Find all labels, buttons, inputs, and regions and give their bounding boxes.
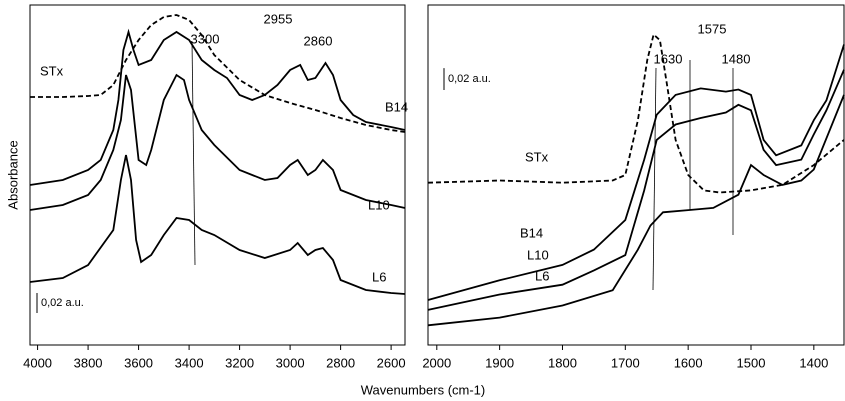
y-axis-label: Absorbance <box>5 140 20 209</box>
annotation: 2955 <box>264 11 293 26</box>
x-tick-label: 3600 <box>124 355 153 370</box>
scale-bar-label: 0,02 a.u. <box>448 73 491 85</box>
plot-frame <box>29 4 406 346</box>
curve-label: B14 <box>385 99 408 114</box>
annotation: 1575 <box>698 21 727 36</box>
curve-label: L6 <box>535 268 549 283</box>
spectrum-line <box>30 14 406 133</box>
spectrum-line <box>29 28 406 186</box>
x-tick-label: 1800 <box>548 355 577 370</box>
x-tick-label: 3800 <box>74 355 103 370</box>
x-tick-label: 1400 <box>799 355 828 370</box>
x-axis-label: Wavenumbers (cm-1) <box>361 382 485 397</box>
spectrum-line <box>427 44 845 301</box>
spectrum-line <box>29 73 406 211</box>
scale-bar-label: 0,02 a.u. <box>41 297 84 309</box>
x-tick-label: 1900 <box>485 355 514 370</box>
x-tick-label: 1700 <box>611 355 640 370</box>
x-tick-label: 1600 <box>674 355 703 370</box>
x-tick-label: 1500 <box>737 355 766 370</box>
x-tick-label: 2000 <box>422 355 451 370</box>
x-tick-label: 4000 <box>23 355 52 370</box>
spectrum-line <box>427 32 845 194</box>
curve-label: L6 <box>372 269 386 284</box>
curve-label: B14 <box>520 225 543 240</box>
spectrum-line <box>427 94 845 327</box>
x-tick-label: 2600 <box>377 355 406 370</box>
curve-label: STx <box>40 63 64 78</box>
spectrum-line <box>29 154 406 295</box>
x-tick-label: 3000 <box>276 355 305 370</box>
curve-label: L10 <box>368 197 390 212</box>
annotation: 1630 <box>654 51 683 66</box>
annotation-line <box>191 41 196 266</box>
annotation: 3300 <box>191 31 220 46</box>
annotation: 1480 <box>722 51 751 66</box>
x-tick-label: 3200 <box>225 355 254 370</box>
curve-label: L10 <box>527 247 549 262</box>
annotation-line <box>652 67 657 291</box>
curve-label: STx <box>525 149 549 164</box>
x-tick-label: 2800 <box>326 355 355 370</box>
spectrum-line <box>427 69 845 311</box>
x-tick-label: 3400 <box>175 355 204 370</box>
plot-frame <box>427 4 845 346</box>
annotation: 2860 <box>304 33 333 48</box>
